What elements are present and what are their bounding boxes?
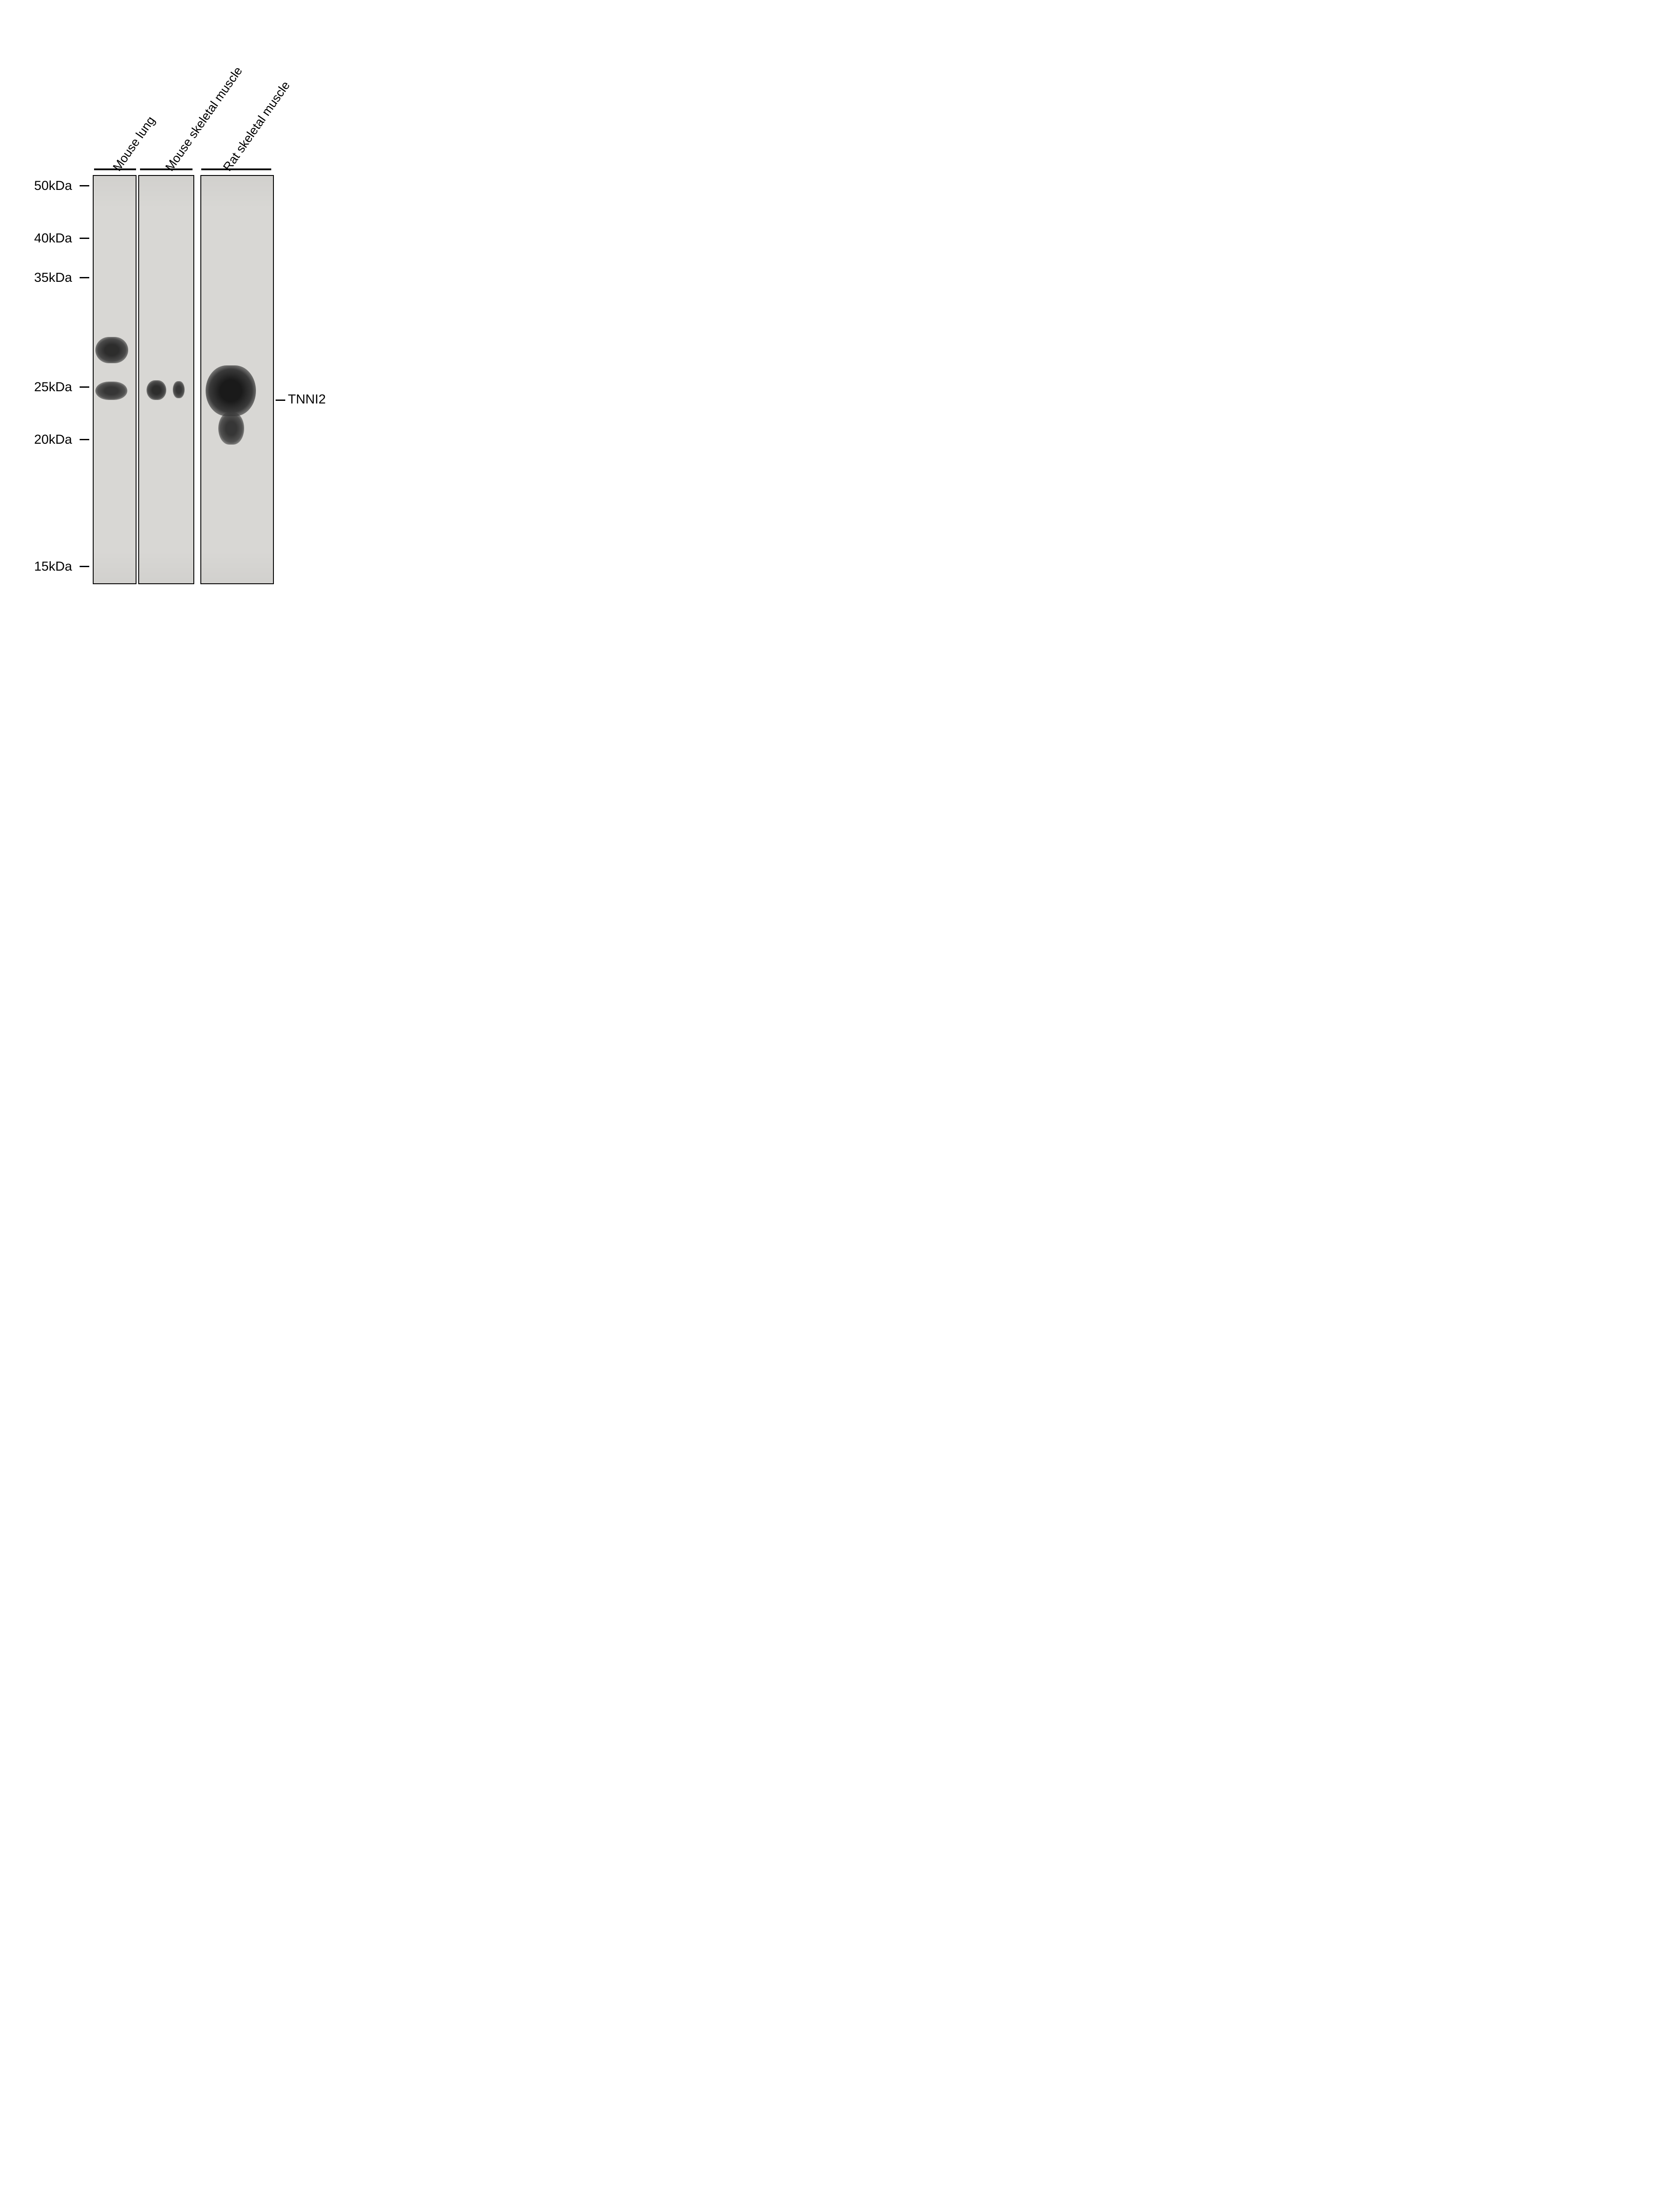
mw-label: 20kDa: [34, 432, 72, 447]
mw-label: 25kDa: [34, 380, 72, 395]
mw-label: 35kDa: [34, 270, 72, 285]
mw-tick: [80, 277, 89, 278]
blot-band: [95, 382, 127, 400]
lane-label: Rat skeletal muscle: [220, 79, 293, 174]
blot-band: [206, 365, 256, 416]
blot-band: [95, 337, 128, 364]
lane-tick: [94, 168, 136, 170]
blot-band: [218, 412, 244, 445]
blot-lane: [93, 175, 136, 584]
blot-band: [147, 380, 166, 400]
target-band-label: TNNI2: [288, 392, 326, 407]
mw-label: 50kDa: [34, 179, 72, 193]
lane-label: Mouse lung: [110, 114, 158, 174]
blot-lane: [200, 175, 274, 584]
blot-band: [173, 381, 185, 398]
target-band-tick: [276, 400, 285, 401]
mw-label: 40kDa: [34, 231, 72, 246]
mw-tick: [80, 439, 89, 440]
lane-tick: [140, 168, 192, 170]
mw-tick: [80, 386, 89, 388]
lane-tick: [201, 168, 271, 170]
mw-tick: [80, 185, 89, 186]
mw-tick: [80, 566, 89, 567]
blot-lane: [138, 175, 194, 584]
mw-label: 15kDa: [34, 559, 72, 574]
mw-tick: [80, 238, 89, 239]
